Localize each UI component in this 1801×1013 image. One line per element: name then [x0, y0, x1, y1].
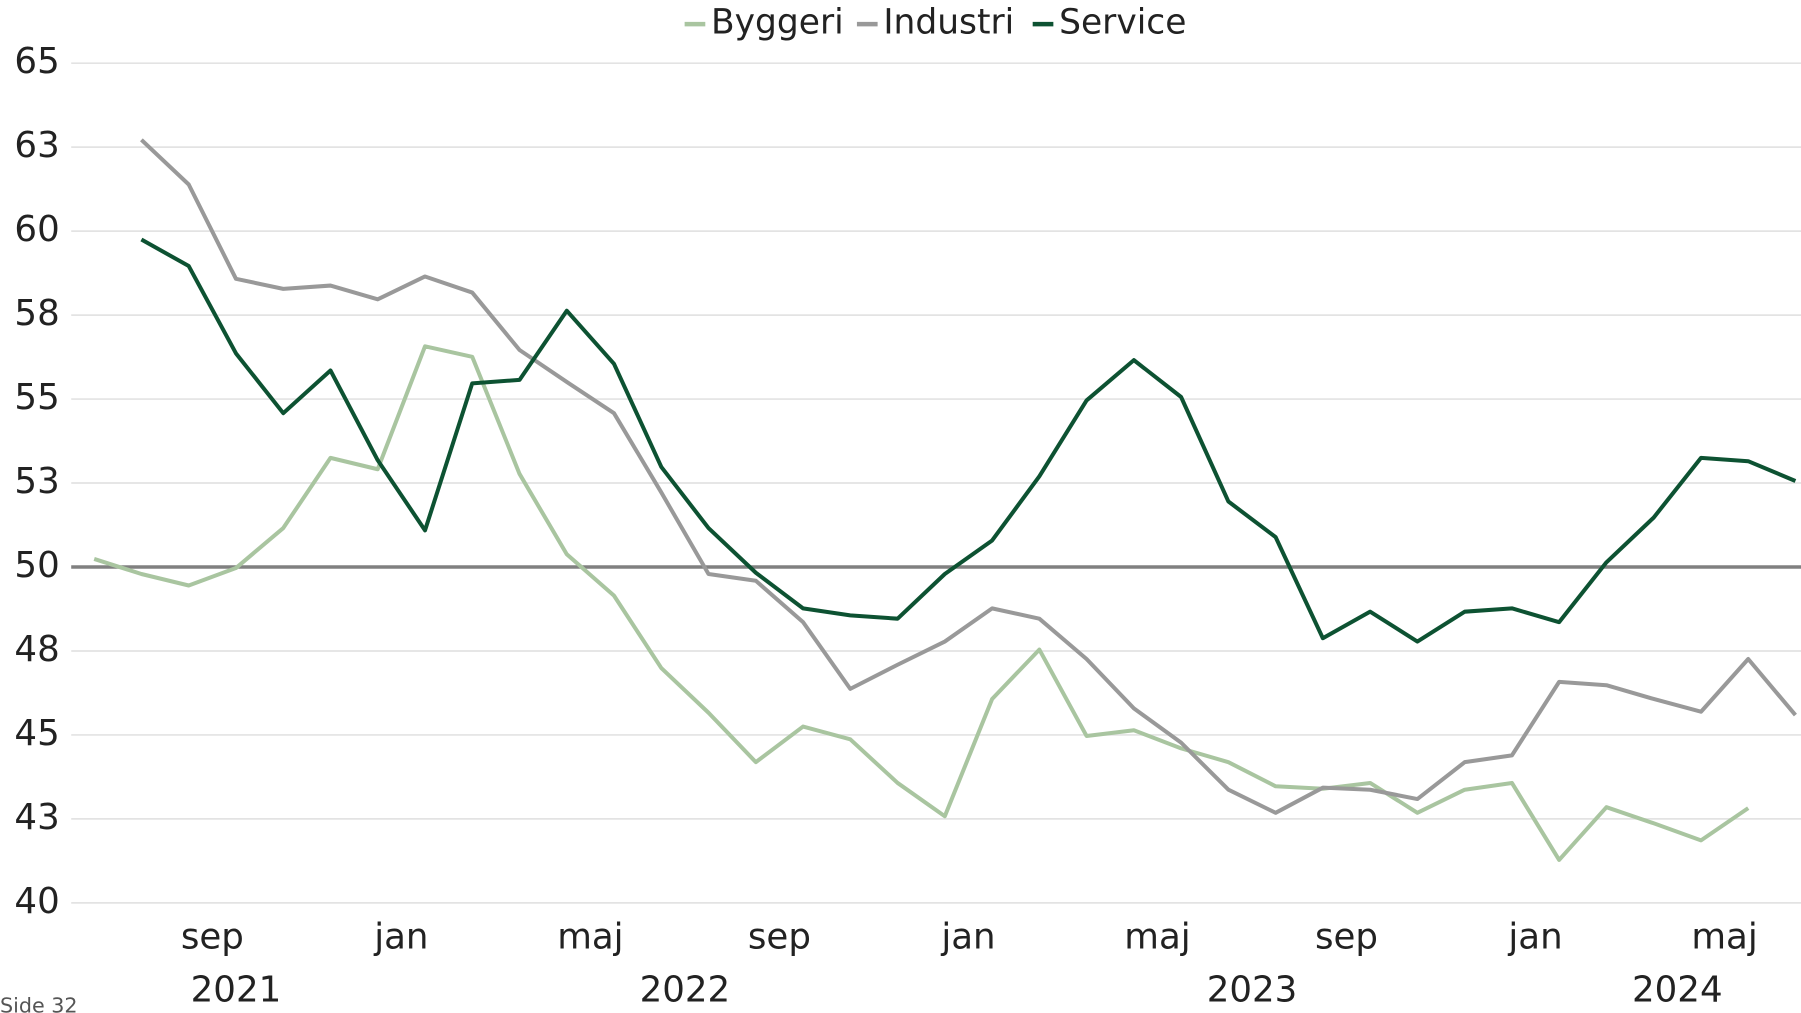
y-tick-label: 58	[14, 293, 59, 334]
year-label: 2023	[1207, 969, 1298, 1010]
x-tick-label: sep	[1315, 916, 1378, 957]
footer: Side 32	[0, 993, 78, 1013]
x-tick-label: maj	[1124, 916, 1190, 957]
x-tick-label: jan	[373, 916, 428, 957]
series-line	[140, 237, 1797, 644]
y-tick-label: 40	[14, 881, 59, 922]
x-tick-label: sep	[748, 916, 811, 957]
series-line	[140, 138, 1797, 815]
year-label: 2024	[1632, 969, 1723, 1010]
legend-label: Industri	[883, 3, 1014, 43]
series-line	[93, 344, 1750, 862]
x-tick-label: sep	[181, 916, 244, 957]
y-tick-label: 55	[14, 377, 59, 418]
legend-label: Service	[1059, 3, 1186, 43]
y-tick-label: 65	[14, 41, 59, 82]
x-tick-label: jan	[940, 916, 995, 957]
plot: Side 32 40 43 45 48 50 53 55 58 60 63 65 sep jan maj s…	[0, 3, 1801, 1013]
x-tick-label: maj	[557, 916, 623, 957]
year-label: 2021	[191, 969, 282, 1010]
y-tick-label: 60	[14, 209, 59, 250]
y-tick-label: 48	[14, 629, 59, 670]
y-tick-label: 43	[14, 797, 59, 838]
x-tick-label: maj	[1691, 916, 1757, 957]
y-tick-label: 45	[14, 713, 59, 754]
year-label: 2022	[640, 969, 731, 1010]
x-tick-label: jan	[1507, 916, 1562, 957]
legend-label: Byggeri	[711, 3, 844, 43]
y-tick-label: 53	[14, 461, 59, 502]
y-tick-label: 50	[14, 545, 59, 586]
y-tick-label: 63	[14, 125, 59, 166]
